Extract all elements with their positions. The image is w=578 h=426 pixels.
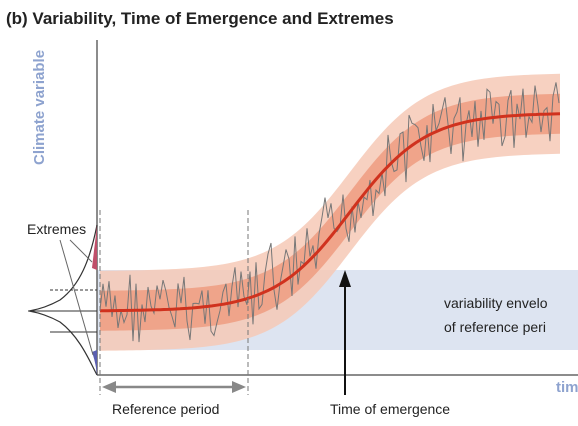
bands <box>99 73 561 351</box>
distribution <box>28 224 98 376</box>
envelope-label: variability envelo <box>444 295 548 311</box>
reference-label: Reference period <box>112 401 219 417</box>
title: (b) Variability, Time of Emergence and E… <box>6 9 394 28</box>
lower-extreme <box>92 350 97 375</box>
x-axis-label: tim <box>556 379 578 396</box>
y-axis-label: Climate variable <box>31 50 48 165</box>
envelope-label: of reference peri <box>444 319 546 335</box>
mean-curve <box>100 112 561 313</box>
pointer <box>59 239 94 356</box>
extremes-label: Extremes <box>27 221 86 237</box>
arrowhead <box>339 270 351 287</box>
emergence-label: Time of emergence <box>330 401 450 417</box>
upper-extreme <box>92 225 97 270</box>
pointer <box>69 239 93 263</box>
noisy-series <box>99 82 560 343</box>
